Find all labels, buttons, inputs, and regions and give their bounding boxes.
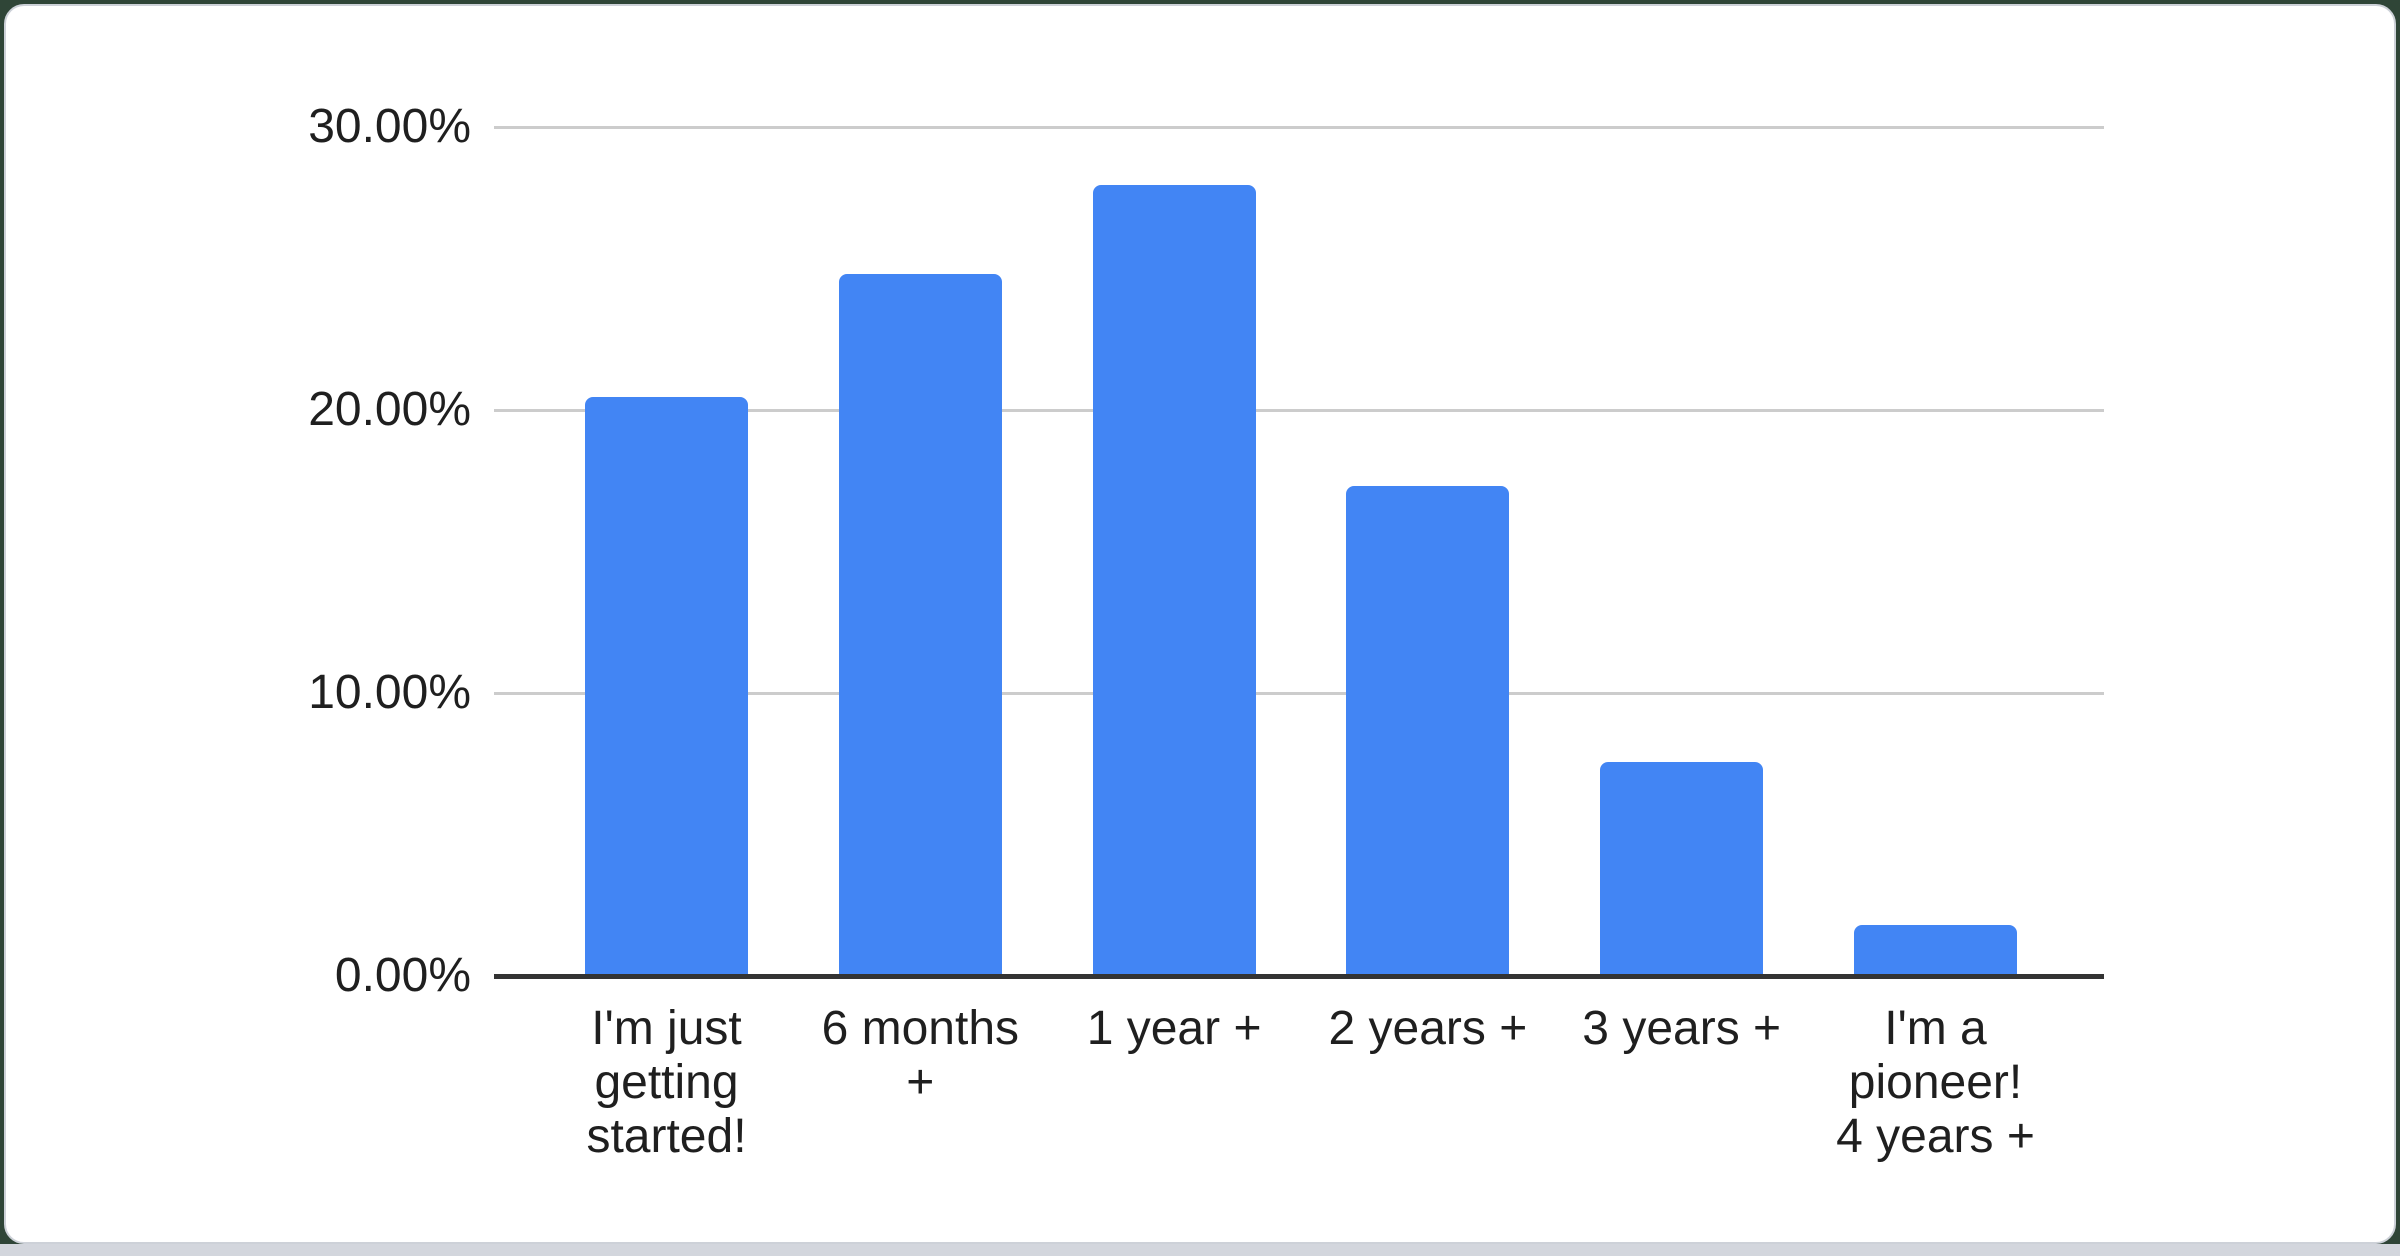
x-axis-baseline	[494, 973, 2104, 979]
x-axis-category-label: 1 year +	[1086, 1002, 1262, 1055]
x-axis-category-label: I'm just getting started!	[586, 1002, 747, 1163]
y-axis-tick-label: 30.00%	[308, 100, 471, 153]
gridline-20-percent	[494, 408, 2104, 412]
x-axis-category-label: I'm a pioneer! 4 years +	[1836, 1002, 2035, 1163]
y-axis-tick-label: 0.00%	[334, 949, 471, 1002]
bar-4[interactable]	[1346, 486, 1510, 976]
bar-5[interactable]	[1600, 762, 1764, 976]
x-axis-category-label: 2 years +	[1328, 1002, 1528, 1055]
bar-chart-plot-area: 0.00% 10.00% 20.00% 30.00% I'm just getting …	[6, 6, 2394, 1242]
bar-3[interactable]	[1092, 185, 1256, 976]
chart-card: 0.00% 10.00% 20.00% 30.00% I'm just getting …	[4, 4, 2396, 1244]
x-axis-category-label: 3 years +	[1582, 1002, 1782, 1055]
y-axis-tick-label: 10.00%	[308, 666, 471, 719]
bottom-edge-strip	[0, 1244, 2400, 1256]
bar-6[interactable]	[1854, 925, 2017, 976]
gridline-10-percent	[494, 691, 2104, 695]
bar-1[interactable]	[585, 397, 748, 976]
gridline-30-percent	[494, 125, 2104, 129]
bar-2[interactable]	[838, 274, 1002, 976]
x-axis-category-label: 6 months +	[821, 1002, 1020, 1109]
y-axis-tick-label: 20.00%	[308, 383, 471, 436]
